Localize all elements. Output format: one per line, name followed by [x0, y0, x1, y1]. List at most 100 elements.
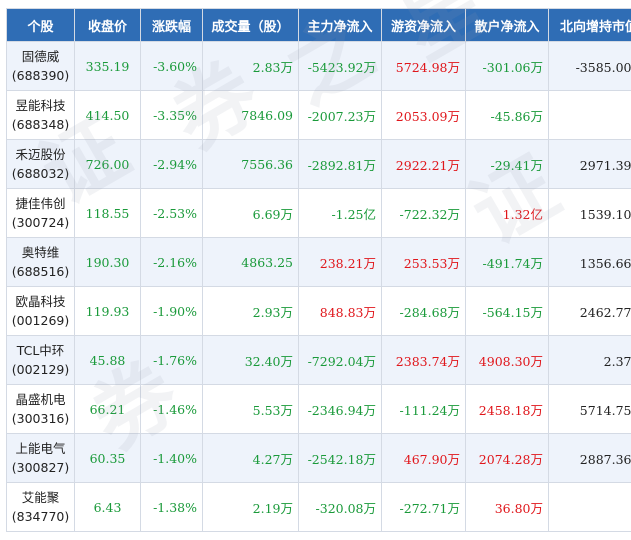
cell-volume: 7556.36	[202, 139, 299, 189]
stock-name: 欧晶科技	[15, 294, 66, 309]
cell-retail-inflow: 2074.28万	[465, 433, 549, 483]
stock-code: (001269)	[11, 313, 70, 328]
cell-main-inflow: -2346.94万	[298, 384, 382, 434]
stock-code: (688390)	[11, 68, 70, 83]
cell-volume: 2.83万	[202, 41, 299, 91]
table-row: 昱能科技 (688348) 414.50 -3.35% 7846.09 -2007.23万…	[6, 90, 631, 140]
cell-northbound-value: -3585.00万	[548, 41, 631, 91]
cell-volume: 7846.09	[202, 90, 299, 140]
stock-code: (300827)	[11, 460, 70, 475]
cell-hot-money-inflow: 5724.98万	[381, 41, 466, 91]
cell-main-inflow: -2542.18万	[298, 433, 382, 483]
cell-stock: 奥特维 (688516)	[6, 237, 75, 287]
cell-close-price: 335.19	[74, 41, 141, 91]
cell-change-pct: -3.60%	[140, 41, 203, 91]
cell-main-inflow: -5423.92万	[298, 41, 382, 91]
stock-name: 固德威	[21, 49, 60, 64]
header-hot-money-inflow: 游资净流入	[381, 8, 466, 42]
stock-name: 禾迈股份	[15, 147, 66, 162]
cell-main-inflow: -1.25亿	[298, 188, 382, 238]
cell-retail-inflow: -45.86万	[465, 90, 549, 140]
cell-volume: 5.53万	[202, 384, 299, 434]
fund-flow-table: 个股 收盘价 涨跌幅 成交量（股） 主力净流入 游资净流入 散户净流入 北向增持…	[6, 8, 631, 532]
stock-name: 捷佳伟创	[15, 196, 66, 211]
stock-name: 昱能科技	[15, 98, 66, 113]
cell-stock: 禾迈股份 (688032)	[6, 139, 75, 189]
stock-code: (688516)	[11, 264, 70, 279]
header-stock: 个股	[6, 8, 75, 42]
cell-volume: 4.27万	[202, 433, 299, 483]
cell-change-pct: -1.76%	[140, 335, 203, 385]
stock-code: (002129)	[11, 362, 70, 377]
cell-northbound-value: 1539.10万	[548, 188, 631, 238]
cell-stock: 欧晶科技 (001269)	[6, 286, 75, 336]
cell-hot-money-inflow: 253.53万	[381, 237, 466, 287]
cell-main-inflow: -7292.04万	[298, 335, 382, 385]
cell-close-price: 414.50	[74, 90, 141, 140]
cell-retail-inflow: 2458.18万	[465, 384, 549, 434]
cell-close-price: 66.21	[74, 384, 141, 434]
cell-retail-inflow: -491.74万	[465, 237, 549, 287]
table-row: 固德威 (688390) 335.19 -3.60% 2.83万 -5423.92万 572…	[6, 41, 631, 91]
cell-main-inflow: 238.21万	[298, 237, 382, 287]
header-volume: 成交量（股）	[202, 8, 299, 42]
cell-hot-money-inflow: -722.32万	[381, 188, 466, 238]
cell-retail-inflow: -564.15万	[465, 286, 549, 336]
cell-change-pct: -1.40%	[140, 433, 203, 483]
cell-northbound-value: 2462.77万	[548, 286, 631, 336]
cell-volume: 32.40万	[202, 335, 299, 385]
cell-volume: 2.19万	[202, 482, 299, 532]
cell-change-pct: -1.38%	[140, 482, 203, 532]
stock-name: 上能电气	[15, 441, 66, 456]
cell-change-pct: -3.35%	[140, 90, 203, 140]
cell-stock: TCL中环 (002129)	[6, 335, 75, 385]
cell-close-price: 45.88	[74, 335, 141, 385]
header-retail-inflow: 散户净流入	[465, 8, 549, 42]
table-row: TCL中环 (002129) 45.88 -1.76% 32.40万 -7292.04万 2…	[6, 335, 631, 385]
cell-retail-inflow: -301.06万	[465, 41, 549, 91]
header-northbound-value: 北向增持市值	[548, 8, 631, 42]
cell-northbound-value: 2.37亿	[548, 335, 631, 385]
cell-northbound-value: 2971.39万	[548, 139, 631, 189]
cell-hot-money-inflow: -284.68万	[381, 286, 466, 336]
cell-change-pct: -2.94%	[140, 139, 203, 189]
cell-hot-money-inflow: 2922.21万	[381, 139, 466, 189]
cell-stock: 固德威 (688390)	[6, 41, 75, 91]
cell-stock: 艾能聚 (834770)	[6, 482, 75, 532]
cell-change-pct: -1.46%	[140, 384, 203, 434]
cell-close-price: 119.93	[74, 286, 141, 336]
stock-name: TCL中环	[16, 343, 65, 358]
cell-change-pct: -2.53%	[140, 188, 203, 238]
cell-northbound-value: 5714.75万	[548, 384, 631, 434]
cell-main-inflow: 848.83万	[298, 286, 382, 336]
table-row: 捷佳伟创 (300724) 118.55 -2.53% 6.69万 -1.25亿 -722.…	[6, 188, 631, 238]
cell-hot-money-inflow: -111.24万	[381, 384, 466, 434]
cell-hot-money-inflow: 467.90万	[381, 433, 466, 483]
cell-stock: 昱能科技 (688348)	[6, 90, 75, 140]
stock-name: 奥特维	[21, 245, 60, 260]
cell-retail-inflow: 1.32亿	[465, 188, 549, 238]
cell-main-inflow: -2892.81万	[298, 139, 382, 189]
stock-name: 晶盛机电	[15, 392, 66, 407]
cell-stock: 上能电气 (300827)	[6, 433, 75, 483]
cell-volume: 6.69万	[202, 188, 299, 238]
stock-code: (688348)	[11, 117, 70, 132]
cell-northbound-value: --	[548, 482, 631, 532]
table-row: 禾迈股份 (688032) 726.00 -2.94% 7556.36 -2892.81万…	[6, 139, 631, 189]
cell-close-price: 190.30	[74, 237, 141, 287]
cell-close-price: 6.43	[74, 482, 141, 532]
table-row: 上能电气 (300827) 60.35 -1.40% 4.27万 -2542.18万 467…	[6, 433, 631, 483]
cell-stock: 晶盛机电 (300316)	[6, 384, 75, 434]
cell-northbound-value: 2887.36万	[548, 433, 631, 483]
cell-volume: 2.93万	[202, 286, 299, 336]
cell-close-price: 726.00	[74, 139, 141, 189]
cell-stock: 捷佳伟创 (300724)	[6, 188, 75, 238]
cell-close-price: 118.55	[74, 188, 141, 238]
header-close-price: 收盘价	[74, 8, 141, 42]
cell-retail-inflow: 36.80万	[465, 482, 549, 532]
stock-code: (834770)	[11, 509, 70, 524]
cell-hot-money-inflow: 2053.09万	[381, 90, 466, 140]
cell-volume: 4863.25	[202, 237, 299, 287]
cell-change-pct: -2.16%	[140, 237, 203, 287]
cell-retail-inflow: -29.41万	[465, 139, 549, 189]
